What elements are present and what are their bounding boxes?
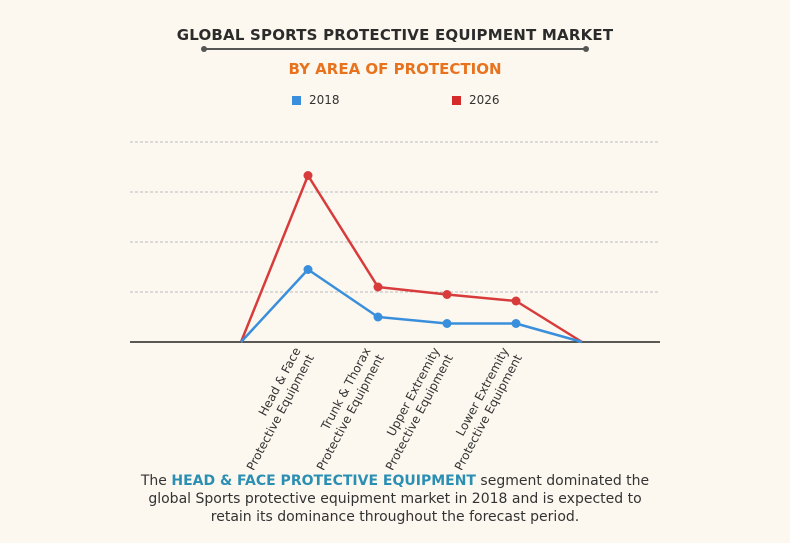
title-divider bbox=[201, 46, 589, 52]
point-2018-3 bbox=[442, 319, 452, 328]
legend-label-2018: 2018 bbox=[309, 93, 340, 107]
caption-text-start: The bbox=[140, 473, 172, 489]
point-2026-4 bbox=[511, 296, 521, 306]
caption-text-end: segment dominated the global Sports prot… bbox=[148, 473, 650, 525]
legend-item-2018: 2018 bbox=[292, 93, 340, 107]
point-2026-1 bbox=[303, 171, 313, 180]
point-2026-2 bbox=[373, 282, 383, 292]
series-line-2018 bbox=[240, 268, 583, 344]
legend-swatch-2018 bbox=[292, 95, 301, 105]
point-2018-2 bbox=[373, 312, 383, 322]
x-tick-label-1: Head & FaceProtective Equipment bbox=[231, 345, 317, 470]
series-line-2026 bbox=[239, 174, 583, 344]
legend-label-2026: 2026 bbox=[469, 93, 500, 107]
point-2018-1 bbox=[303, 265, 313, 274]
legend-swatch-2026 bbox=[452, 95, 461, 105]
chart-subtitle: BY AREA OF PROTECTION bbox=[288, 60, 502, 78]
chart-title: GLOBAL SPORTS PROTECTIVE EQUIPMENT MARKE… bbox=[176, 26, 614, 44]
caption-highlight: HEAD & FACE PROTECTIVE EQUIPMENT bbox=[171, 473, 476, 489]
point-2018-4 bbox=[511, 319, 521, 328]
line-chart: Head & FaceProtective Equipment Trunk & T… bbox=[130, 141, 660, 470]
legend-item-2026: 2026 bbox=[452, 93, 500, 107]
point-2026-3 bbox=[442, 290, 452, 299]
chart-caption: The HEAD & FACE PROTECTIVE EQUIPMENT seg… bbox=[130, 472, 660, 526]
